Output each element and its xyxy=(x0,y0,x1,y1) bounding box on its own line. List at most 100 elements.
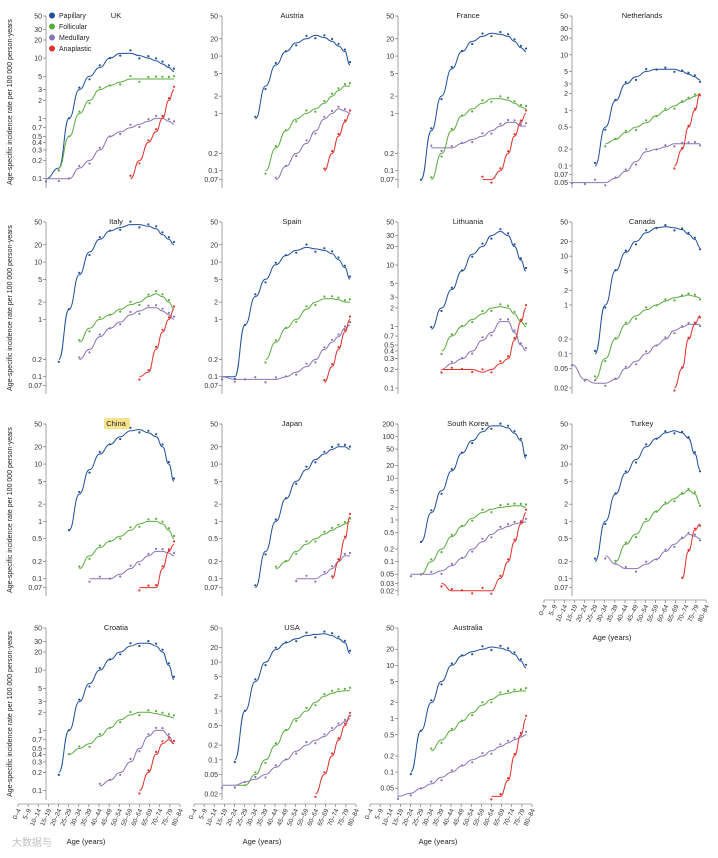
data-point-papillary xyxy=(274,261,277,264)
y-tick-label: 0.05 xyxy=(380,786,394,793)
data-point-follicular xyxy=(604,360,607,363)
series-line-papillary xyxy=(68,429,175,531)
data-point-medullary xyxy=(147,118,150,121)
data-point-follicular xyxy=(681,100,684,103)
data-point-follicular xyxy=(88,330,91,333)
series-line-papillary xyxy=(45,52,175,180)
data-point-medullary xyxy=(440,149,443,152)
data-point-follicular xyxy=(129,710,132,714)
y-tick-label: 1 xyxy=(390,517,394,524)
data-point-medullary xyxy=(507,523,510,526)
data-point-papillary xyxy=(254,678,257,681)
data-point-follicular xyxy=(284,326,288,329)
data-point-anaplastic xyxy=(161,115,164,118)
series-line-papillary xyxy=(58,224,175,360)
data-point-follicular xyxy=(78,745,81,748)
data-point-medullary xyxy=(220,786,224,790)
data-point-follicular xyxy=(161,711,164,714)
data-point-medullary xyxy=(274,176,277,179)
y-tick-label: 1 xyxy=(214,111,218,118)
y-tick-label: 10 xyxy=(34,260,42,267)
data-point-medullary xyxy=(645,560,648,563)
panel-title: Spain xyxy=(282,217,301,226)
data-point-follicular xyxy=(664,107,667,110)
series-line-medullary xyxy=(89,550,175,580)
data-point-papillary xyxy=(513,651,516,654)
y-tick-label: 1 xyxy=(564,108,568,115)
data-point-follicular xyxy=(78,565,81,568)
data-point-medullary xyxy=(490,132,493,135)
data-point-medullary xyxy=(460,764,464,767)
y-tick-label: 0.07 xyxy=(204,177,218,184)
data-point-medullary xyxy=(264,381,267,384)
data-point-medullary xyxy=(513,736,516,740)
data-point-papillary xyxy=(645,229,648,232)
data-point-medullary xyxy=(305,139,308,142)
data-point-follicular xyxy=(108,540,112,543)
data-point-papillary xyxy=(78,271,81,274)
data-point-anaplastic xyxy=(693,107,697,110)
data-point-anaplastic xyxy=(687,336,690,339)
data-point-anaplastic xyxy=(513,752,516,756)
data-point-papillary xyxy=(693,236,697,239)
data-point-medullary xyxy=(655,344,658,347)
data-point-medullary xyxy=(331,338,334,341)
data-point-follicular xyxy=(634,536,638,539)
panel-title: Netherlands xyxy=(622,11,663,20)
data-point-medullary xyxy=(524,517,528,521)
data-point-anaplastic xyxy=(513,337,516,340)
panel-title: USA xyxy=(284,623,299,632)
data-point-follicular xyxy=(693,93,697,96)
data-point-papillary xyxy=(471,653,474,656)
data-point-papillary xyxy=(430,699,433,702)
y-tick-label: 0.3 xyxy=(32,759,42,766)
data-point-anaplastic xyxy=(519,119,523,122)
series-line-medullary xyxy=(99,729,175,787)
legend: Papillary Follicular Medullary Anaplastic xyxy=(49,12,92,53)
data-point-medullary xyxy=(593,178,597,181)
data-point-anaplastic xyxy=(348,512,352,516)
data-point-medullary xyxy=(450,562,453,566)
data-point-anaplastic xyxy=(499,574,502,578)
data-point-papillary xyxy=(284,641,288,644)
data-point-papillary xyxy=(490,648,493,652)
y-tick-label: 0.5 xyxy=(558,536,568,543)
y-tick-label: 5 xyxy=(214,674,218,681)
data-point-anaplastic xyxy=(693,321,697,324)
data-point-medullary xyxy=(161,548,164,551)
y-tick-label: 0.03 xyxy=(380,581,394,588)
y-tick-label: 0.3 xyxy=(32,147,42,154)
data-point-papillary xyxy=(490,35,493,38)
data-point-medullary xyxy=(513,520,516,524)
data-point-medullary xyxy=(254,775,257,779)
data-point-medullary xyxy=(624,365,627,368)
data-point-medullary xyxy=(98,146,101,149)
data-point-follicular xyxy=(450,727,453,730)
y-tick-label: 20 xyxy=(386,647,394,654)
y-tick-label: 0.1 xyxy=(208,374,218,381)
data-point-medullary xyxy=(614,377,617,380)
y-tick-label: 20 xyxy=(34,37,42,44)
data-point-follicular xyxy=(88,102,91,105)
data-point-medullary xyxy=(108,135,112,138)
y-tick-label: 0.07 xyxy=(554,172,568,179)
y-tick-label: 20 xyxy=(210,242,218,249)
data-point-medullary xyxy=(687,141,690,144)
y-tick-label: 1 xyxy=(38,519,42,526)
data-point-papillary xyxy=(172,67,176,70)
data-point-medullary xyxy=(337,722,340,725)
legend-label-anaplastic: Anaplastic xyxy=(59,46,92,53)
data-point-follicular xyxy=(67,753,71,756)
series-line-anaplastic xyxy=(331,516,351,580)
data-point-follicular xyxy=(98,86,101,89)
y-tick-label: 0.7 xyxy=(32,737,42,744)
y-tick-label: 2 xyxy=(390,505,394,512)
data-point-anaplastic xyxy=(155,584,158,587)
series-line-follicular xyxy=(441,306,527,352)
y-tick-label: 0.05 xyxy=(380,572,394,579)
data-point-papillary xyxy=(430,509,433,512)
data-point-papillary xyxy=(481,645,484,648)
data-point-follicular xyxy=(450,333,453,336)
data-point-follicular xyxy=(314,110,317,113)
data-point-medullary xyxy=(645,148,648,151)
